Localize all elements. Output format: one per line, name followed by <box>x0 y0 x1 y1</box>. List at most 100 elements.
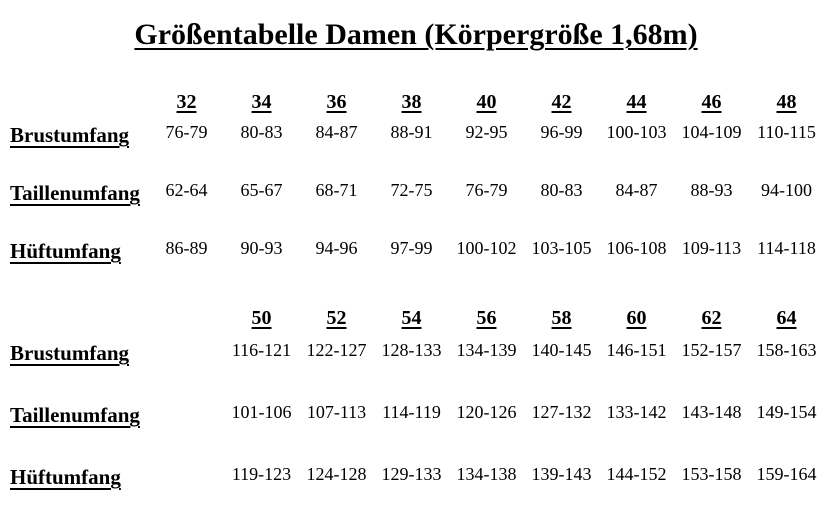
size-value: 88-91 <box>390 122 433 142</box>
size-value-cell: 76-79 <box>449 174 524 232</box>
size-value-cell: 158-163 <box>749 330 824 392</box>
measure-label-cell: Taillenumfang <box>0 174 149 232</box>
size-value-cell: 96-99 <box>524 116 599 174</box>
size-value: 96-99 <box>540 122 583 142</box>
size-value: 128-133 <box>381 340 442 360</box>
size-header: 54 <box>401 307 422 329</box>
size-value-cell: 68-71 <box>299 174 374 232</box>
size-value-cell: 88-93 <box>674 174 749 232</box>
size-value: 127-132 <box>531 402 592 422</box>
measure-label: Hüftumfang <box>10 465 121 489</box>
size-header-cell: 50 <box>224 290 299 330</box>
size-value: 129-133 <box>381 464 442 484</box>
size-header-row: 32 34 36 38 40 42 44 46 48 <box>0 80 824 116</box>
size-header: 60 <box>626 307 647 329</box>
size-header: 42 <box>551 91 572 113</box>
measure-label: Brustumfang <box>10 123 130 147</box>
size-value-cell: 107-113 <box>299 392 374 454</box>
size-header-cell: 34 <box>224 80 299 116</box>
size-value-cell: 122-127 <box>299 330 374 392</box>
measure-label: Taillenumfang <box>10 403 140 427</box>
size-value-cell: 149-154 <box>749 392 824 454</box>
size-header-cell: 56 <box>449 290 524 330</box>
size-value: 139-143 <box>531 464 592 484</box>
size-value-cell: 86-89 <box>149 232 224 290</box>
size-value: 114-118 <box>757 238 816 258</box>
size-value: 88-93 <box>690 180 733 200</box>
measure-label-cell: Brustumfang <box>0 330 149 392</box>
size-header-cell: 48 <box>749 80 824 116</box>
size-value-cell: 114-119 <box>374 392 449 454</box>
measure-row: Brustumfang 116-121 122-127 128-133 134-139 1… <box>0 330 824 392</box>
size-value-cell: 100-102 <box>449 232 524 290</box>
empty-label-cell <box>0 290 149 330</box>
empty-cell <box>149 454 224 516</box>
size-value-cell: 140-145 <box>524 330 599 392</box>
size-value-cell: 159-164 <box>749 454 824 516</box>
size-value-cell: 120-126 <box>449 392 524 454</box>
size-value: 90-93 <box>240 238 283 258</box>
size-value: 134-138 <box>456 464 517 484</box>
size-value-cell: 104-109 <box>674 116 749 174</box>
size-value: 80-83 <box>540 180 583 200</box>
size-value: 80-83 <box>240 122 283 142</box>
measure-row: Taillenumfang 62-64 65-67 68-71 72-75 76-79 80… <box>0 174 824 232</box>
size-header-cell: 40 <box>449 80 524 116</box>
size-value-cell: 116-121 <box>224 330 299 392</box>
size-value-cell: 110-115 <box>749 116 824 174</box>
size-value: 65-67 <box>240 180 283 200</box>
measure-row: Hüftumfang 86-89 90-93 94-96 97-99 100-102 103… <box>0 232 824 290</box>
size-table-body: 32 34 36 38 40 42 44 46 48 Brustumfang 76-79 80-83 8… <box>0 80 824 516</box>
size-value: 146-151 <box>606 340 667 360</box>
size-header: 40 <box>476 91 497 113</box>
size-value: 122-127 <box>306 340 367 360</box>
measure-row: Brustumfang 76-79 80-83 84-87 88-91 92-95 96-9… <box>0 116 824 174</box>
size-value: 76-79 <box>465 180 508 200</box>
size-value: 76-79 <box>165 122 208 142</box>
size-value: 134-139 <box>456 340 517 360</box>
size-header-cell: 52 <box>299 290 374 330</box>
size-header-cell: 32 <box>149 80 224 116</box>
size-value: 94-100 <box>761 180 812 200</box>
size-value-cell: 139-143 <box>524 454 599 516</box>
size-value: 152-157 <box>681 340 742 360</box>
size-header: 56 <box>476 307 497 329</box>
size-value-cell: 100-103 <box>599 116 674 174</box>
size-table: 32 34 36 38 40 42 44 46 48 Brustumfang 76-79 80-83 8… <box>0 80 824 516</box>
measure-label-cell: Hüftumfang <box>0 454 149 516</box>
measure-label-cell: Hüftumfang <box>0 232 149 290</box>
size-value-cell: 143-148 <box>674 392 749 454</box>
size-value-cell: 124-128 <box>299 454 374 516</box>
size-value-cell: 72-75 <box>374 174 449 232</box>
size-value-cell: 80-83 <box>224 116 299 174</box>
size-header-row: 50 52 54 56 58 60 62 64 <box>0 290 824 330</box>
size-value: 92-95 <box>465 122 508 142</box>
size-value-cell: 109-113 <box>674 232 749 290</box>
size-value: 158-163 <box>756 340 817 360</box>
empty-cell <box>149 290 224 330</box>
empty-cell <box>149 392 224 454</box>
page-title-text: Größentabelle Damen (Körpergröße 1,68m) <box>134 18 698 51</box>
size-header: 36 <box>326 91 347 113</box>
size-value-cell: 152-157 <box>674 330 749 392</box>
size-value: 68-71 <box>315 180 358 200</box>
size-header: 48 <box>776 91 797 113</box>
size-header: 62 <box>701 307 722 329</box>
size-value: 159-164 <box>756 464 817 484</box>
measure-row: Hüftumfang 119-123 124-128 129-133 134-138 13… <box>0 454 824 516</box>
size-header-cell: 62 <box>674 290 749 330</box>
size-value-cell: 134-138 <box>449 454 524 516</box>
size-value: 107-113 <box>306 402 367 422</box>
measure-row: Taillenumfang 101-106 107-113 114-119 120-12… <box>0 392 824 454</box>
size-value: 120-126 <box>456 402 517 422</box>
size-value: 143-148 <box>681 402 742 422</box>
size-header-cell: 38 <box>374 80 449 116</box>
size-value: 116-121 <box>231 340 292 360</box>
size-header: 52 <box>326 307 347 329</box>
size-header-cell: 64 <box>749 290 824 330</box>
size-header: 46 <box>701 91 722 113</box>
size-value-cell: 94-100 <box>749 174 824 232</box>
empty-label-cell <box>0 80 149 116</box>
measure-label-cell: Brustumfang <box>0 116 149 174</box>
size-value: 153-158 <box>681 464 742 484</box>
